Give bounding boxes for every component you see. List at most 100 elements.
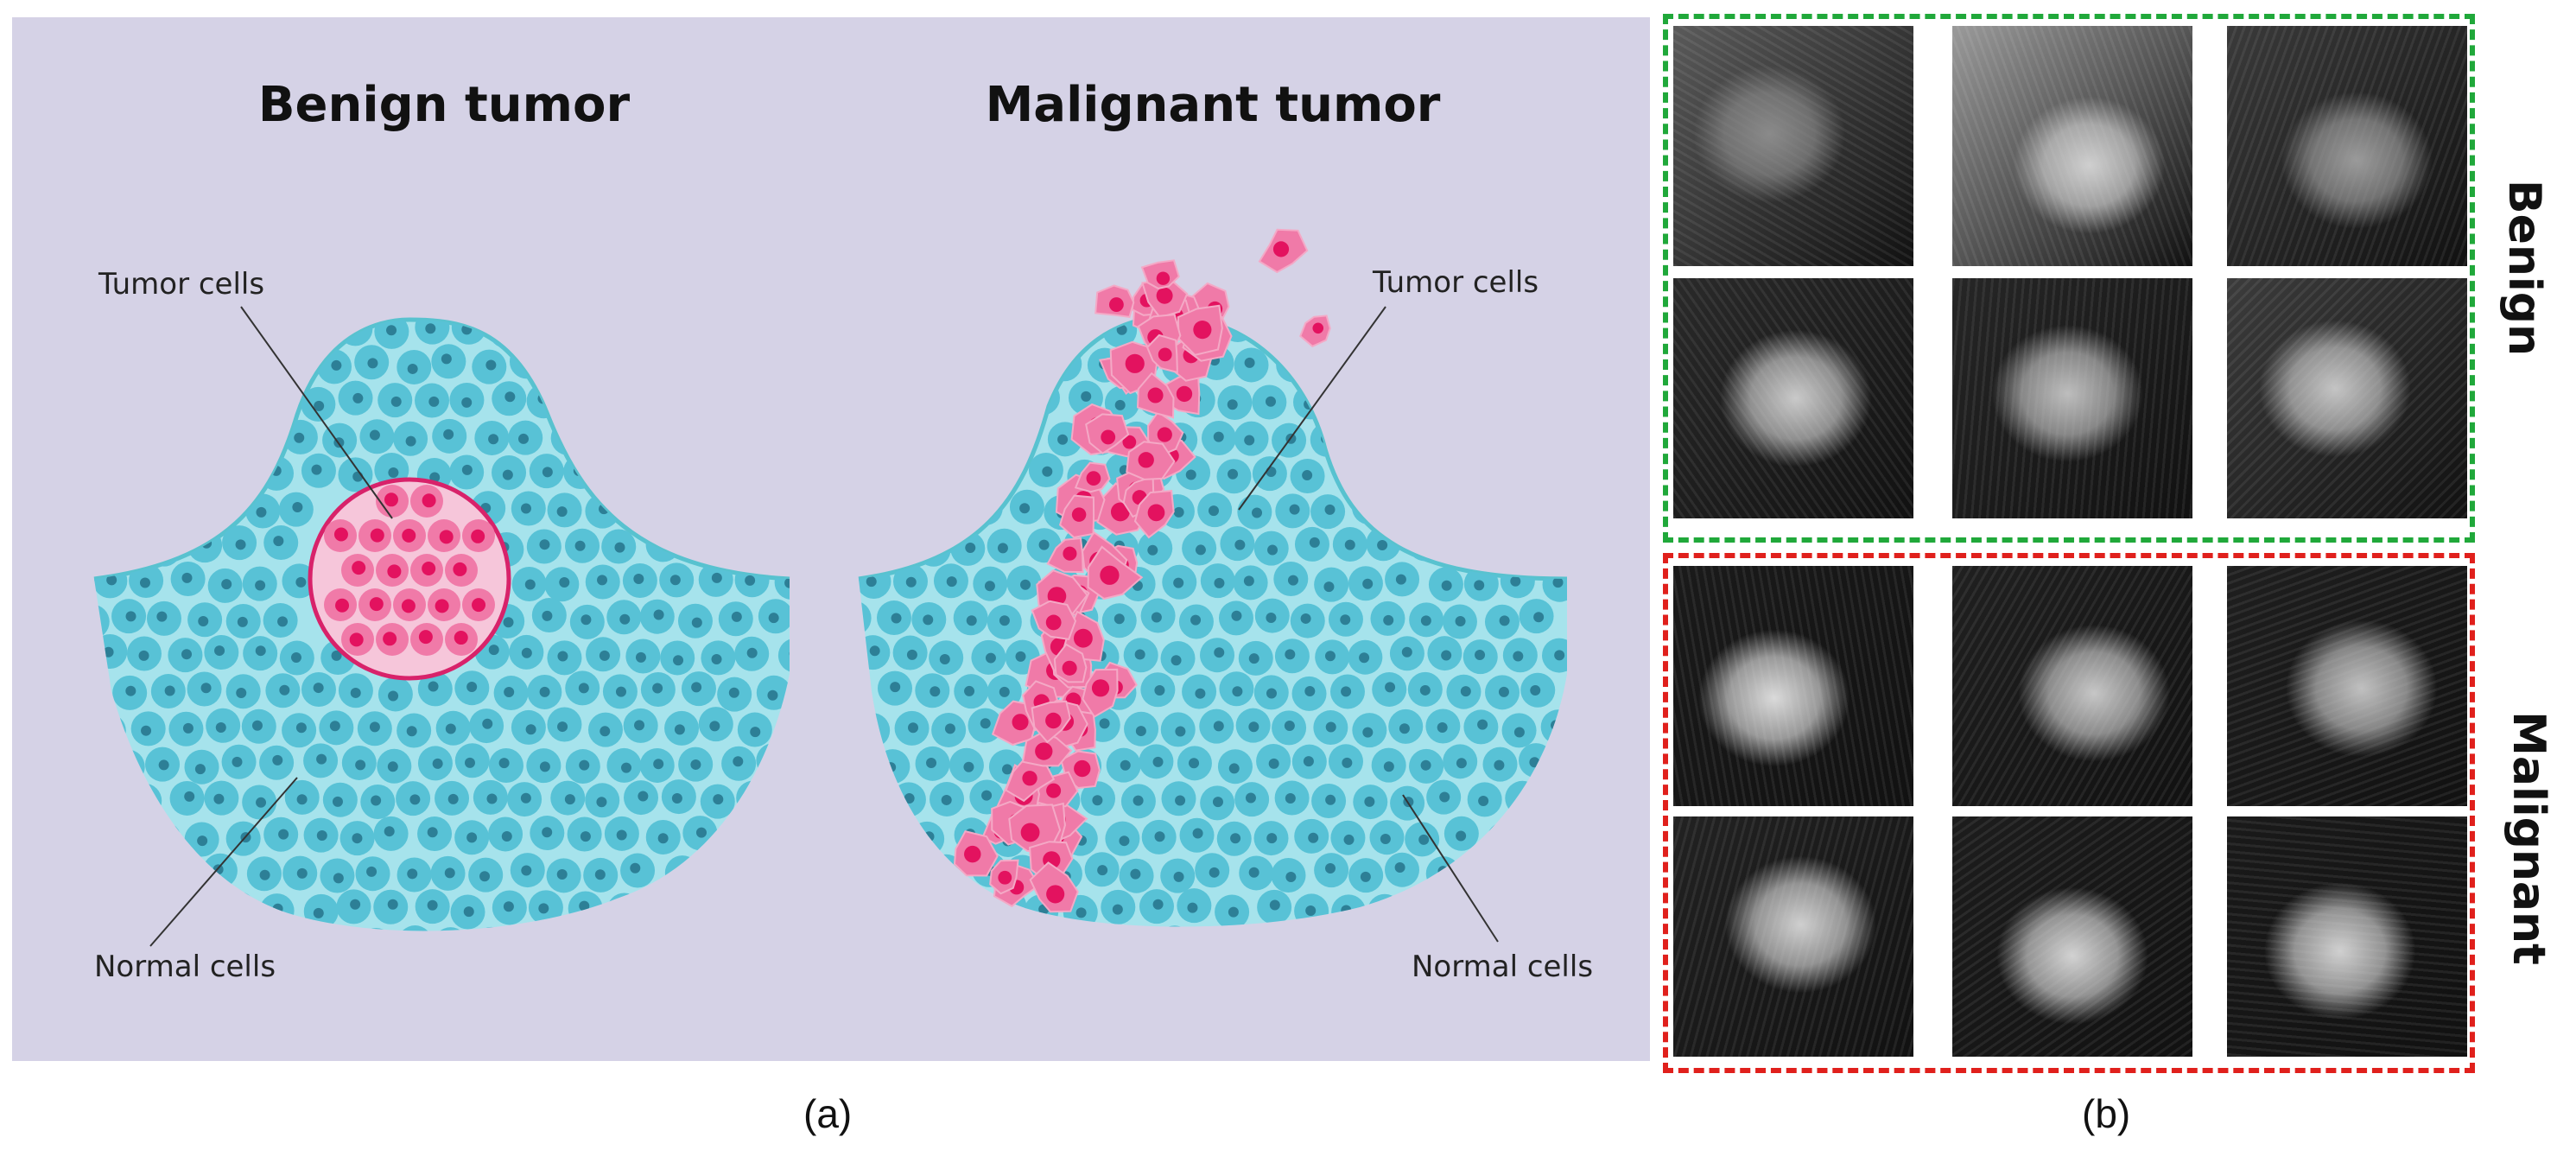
normal-cell bbox=[488, 320, 523, 349]
normal-cell-nucleus bbox=[238, 321, 249, 332]
normal-cell-nucleus bbox=[294, 361, 305, 372]
normal-cell-nucleus bbox=[1252, 507, 1263, 518]
normal-cell-nucleus bbox=[466, 681, 478, 692]
normal-cell-nucleus bbox=[80, 470, 91, 480]
tumor-cell-nucleus bbox=[435, 599, 449, 613]
normal-cell-nucleus bbox=[750, 727, 761, 738]
normal-cell-nucleus bbox=[542, 467, 553, 478]
normal-cell bbox=[972, 927, 1006, 962]
normal-cell-nucleus bbox=[1116, 324, 1127, 335]
normal-cell-nucleus bbox=[144, 936, 155, 946]
normal-cell-nucleus bbox=[1015, 651, 1026, 662]
normal-cell bbox=[717, 320, 752, 344]
normal-cell bbox=[187, 320, 223, 343]
normal-cell-nucleus bbox=[1187, 902, 1198, 913]
normal-cell bbox=[859, 746, 869, 781]
invasive-tumor-nucleus bbox=[1122, 435, 1137, 449]
normal-cell-nucleus bbox=[1037, 394, 1048, 405]
normal-cell bbox=[1334, 386, 1369, 422]
normal-cell-nucleus bbox=[709, 721, 720, 732]
normal-cell bbox=[587, 345, 623, 380]
normal-cell-nucleus bbox=[580, 831, 591, 842]
normal-cell bbox=[1446, 454, 1482, 489]
normal-cell bbox=[529, 320, 564, 346]
normal-cell-nucleus bbox=[867, 939, 878, 950]
normal-cell bbox=[1201, 929, 1235, 963]
normal-cell-nucleus bbox=[181, 649, 193, 660]
normal-cell-nucleus bbox=[1173, 506, 1184, 518]
normal-cell-nucleus bbox=[925, 323, 936, 334]
normal-cell-nucleus bbox=[1285, 793, 1296, 804]
normal-cell bbox=[1446, 530, 1482, 566]
malignant-mammogram-tile bbox=[2227, 816, 2467, 1057]
tumor-cell-nucleus bbox=[352, 561, 366, 575]
normal-cell bbox=[358, 928, 394, 931]
normal-cell-nucleus bbox=[255, 580, 266, 591]
normal-cell bbox=[777, 713, 790, 748]
normal-cell-nucleus bbox=[1419, 467, 1431, 479]
normal-cell-nucleus bbox=[521, 647, 532, 658]
normal-cell-nucleus bbox=[557, 721, 568, 733]
normal-cell-nucleus bbox=[105, 723, 117, 734]
normal-cell-nucleus bbox=[1266, 467, 1277, 478]
normal-cell-nucleus bbox=[352, 833, 363, 844]
normal-cell-nucleus bbox=[1081, 391, 1092, 402]
normal-cell-nucleus bbox=[734, 829, 746, 841]
normal-cell-nucleus bbox=[1359, 652, 1370, 664]
normal-cell bbox=[664, 855, 700, 891]
normal-cell-nucleus bbox=[620, 762, 631, 773]
normal-cell bbox=[165, 346, 200, 382]
normal-cell-nucleus bbox=[1537, 397, 1548, 408]
normal-cell-nucleus bbox=[290, 651, 301, 663]
normal-cell-nucleus bbox=[525, 724, 536, 735]
normal-cell bbox=[777, 852, 790, 887]
normal-cell-nucleus bbox=[479, 871, 491, 882]
normal-cell-nucleus bbox=[672, 429, 683, 440]
normal-cell-nucleus bbox=[733, 756, 744, 767]
normal-cell-nucleus bbox=[200, 320, 211, 330]
invasive-tumor-nucleus bbox=[1108, 297, 1124, 312]
normal-cell-nucleus bbox=[486, 793, 498, 804]
normal-cell bbox=[755, 320, 790, 348]
normal-cell-nucleus bbox=[178, 427, 189, 438]
normal-cell bbox=[641, 894, 676, 930]
normal-cell-nucleus bbox=[1154, 831, 1165, 842]
normal-cell-nucleus bbox=[1457, 542, 1469, 553]
normal-cell bbox=[1331, 894, 1367, 927]
normal-cell bbox=[169, 856, 205, 892]
normal-cell-nucleus bbox=[1323, 359, 1334, 370]
normal-cell-nucleus bbox=[866, 362, 877, 373]
normal-cell-nucleus bbox=[255, 429, 266, 440]
normal-cell bbox=[1408, 453, 1443, 488]
normal-cell-nucleus bbox=[488, 434, 499, 445]
normal-cell-nucleus bbox=[197, 835, 208, 847]
normal-cell-nucleus bbox=[500, 324, 511, 335]
normal-cell bbox=[897, 345, 932, 380]
normal-cell-nucleus bbox=[259, 869, 270, 880]
normal-cell bbox=[1025, 380, 1060, 416]
normal-cell-nucleus bbox=[958, 901, 969, 912]
normal-cell bbox=[677, 454, 713, 489]
normal-cell-nucleus bbox=[1324, 651, 1336, 662]
normal-cell bbox=[397, 925, 433, 931]
normal-cell-nucleus bbox=[982, 501, 993, 512]
tumor-cell-nucleus bbox=[387, 564, 402, 579]
normal-cell bbox=[1405, 894, 1441, 927]
normal-cell-nucleus bbox=[125, 611, 136, 622]
normal-cell-nucleus bbox=[984, 581, 995, 592]
benign-mammogram-tile bbox=[2227, 26, 2467, 266]
normal-cell-nucleus bbox=[578, 683, 589, 694]
invasive-tumor-nucleus bbox=[1156, 287, 1173, 304]
normal-cell-nucleus bbox=[1456, 830, 1467, 842]
normal-cell bbox=[720, 819, 756, 855]
normal-cell bbox=[130, 344, 165, 379]
normal-cell-nucleus bbox=[215, 722, 226, 734]
normal-cell-nucleus bbox=[596, 431, 607, 442]
normal-cell-nucleus bbox=[117, 899, 129, 911]
normal-cell bbox=[563, 454, 599, 489]
normal-cell bbox=[187, 383, 223, 418]
invasive-tumor-nucleus bbox=[1020, 823, 1040, 842]
normal-cell-nucleus bbox=[749, 432, 760, 443]
normal-cell-nucleus bbox=[213, 361, 225, 372]
normal-cell-nucleus bbox=[125, 685, 136, 696]
